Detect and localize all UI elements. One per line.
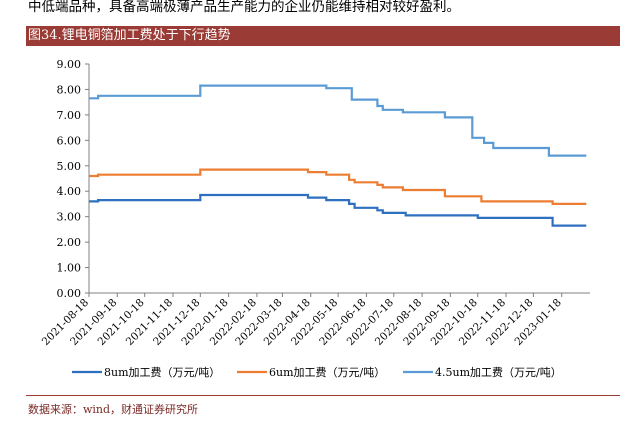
legend-label-1: 6um加工费（万元/吨） bbox=[269, 366, 385, 379]
x-axis: 2021-08-182021-09-182021-10-182021-11-18… bbox=[40, 292, 590, 348]
figure-title-banner: 图34.锂电铜箔加工费处于下行趋势 bbox=[26, 26, 620, 46]
source-note: 数据来源：wind，财通证券研究所 bbox=[28, 403, 199, 416]
y-tick-label: 2.00 bbox=[57, 236, 82, 249]
series-lines bbox=[89, 84, 587, 227]
series-line-2 bbox=[89, 84, 587, 157]
y-tick-label: 9.00 bbox=[57, 58, 82, 71]
legend-label-0: 8um加工费（万元/吨） bbox=[104, 366, 220, 379]
y-tick-label: 7.00 bbox=[57, 109, 82, 122]
y-tick-label: 4.00 bbox=[57, 185, 82, 198]
series-line-1 bbox=[89, 168, 587, 205]
preceding-paragraph-text: 中低端品种，具备高端极薄产品生产能力的企业仍能维持相对较好盈利。 bbox=[28, 0, 460, 15]
source-divider bbox=[26, 395, 620, 396]
y-tick-label: 1.00 bbox=[57, 262, 82, 275]
y-axis: 0.00 1.00 2.00 3.00 4.00 5.00 6.00 7.00 8.00 9.00 bbox=[57, 58, 90, 300]
y-tick-label: 3.00 bbox=[57, 211, 82, 224]
y-tick-label: 6.00 bbox=[57, 134, 82, 147]
y-tick-label: 8.00 bbox=[57, 83, 82, 96]
legend-label-2: 4.5um加工费（万元/吨） bbox=[435, 366, 562, 379]
y-tick-label: 5.00 bbox=[57, 160, 82, 173]
series-line-0 bbox=[89, 193, 587, 227]
legend: 8um加工费（万元/吨） 6um加工费（万元/吨） 4.5um加工费（万元/吨） bbox=[72, 366, 562, 379]
y-tick-label: 0.00 bbox=[57, 287, 82, 300]
